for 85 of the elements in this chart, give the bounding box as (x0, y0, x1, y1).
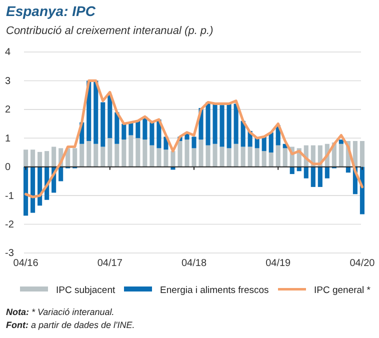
bar (58, 166, 64, 182)
bar (360, 141, 364, 167)
y-tick-label: -2 (5, 219, 14, 230)
bar (220, 146, 224, 167)
bar (136, 120, 140, 138)
chart-subtitle: Contribució al creixement interanual (p. p.) (6, 25, 214, 37)
bar (324, 166, 330, 178)
y-tick-label: 4 (5, 47, 11, 58)
bar (30, 166, 36, 213)
text: Nota: * Variació interanual. (6, 307, 114, 317)
x-tick-label: 04/19 (266, 258, 292, 270)
bar (156, 148, 162, 167)
bar (80, 144, 84, 167)
x-tick-label: 04/18 (181, 258, 207, 270)
bar (94, 80, 98, 144)
bar (136, 138, 140, 167)
legend-label: IPC subjacent (56, 285, 116, 296)
bar (318, 166, 322, 187)
bar (338, 140, 344, 144)
bar (150, 120, 154, 146)
bar (142, 140, 148, 167)
bar (304, 166, 308, 178)
bar (262, 136, 266, 152)
bar (206, 102, 210, 146)
bar (170, 151, 176, 167)
bar (86, 141, 92, 167)
bar (30, 150, 36, 167)
bar (178, 141, 182, 167)
bar (282, 148, 288, 167)
bar (24, 166, 28, 216)
bar (234, 144, 238, 167)
bar (192, 136, 196, 148)
bar (114, 112, 120, 144)
bar (100, 146, 106, 167)
text: Font: a partir de dades de l'INE. (6, 320, 135, 330)
bar (128, 122, 134, 136)
bar (198, 140, 204, 167)
bar (114, 144, 120, 167)
bar (240, 146, 246, 167)
x-tick-label: 04/16 (13, 258, 39, 270)
bar (352, 141, 358, 167)
bar (122, 140, 126, 167)
line-series (24, 79, 364, 198)
bar (72, 148, 78, 167)
bar (226, 148, 232, 167)
bar (122, 124, 126, 140)
bar (38, 152, 42, 167)
bar (94, 144, 98, 167)
y-tick-label: 0 (5, 162, 11, 174)
bar (184, 134, 190, 140)
bar (262, 151, 266, 167)
y-tick-label: -3 (5, 248, 14, 260)
bar (164, 150, 168, 167)
bar (44, 151, 50, 167)
bar (268, 152, 274, 167)
bar (268, 132, 274, 152)
bar (234, 104, 238, 144)
x-tick-label: 04/20 (350, 258, 376, 270)
bar (212, 104, 218, 144)
bar (276, 145, 280, 167)
bar (212, 144, 218, 167)
bar (128, 135, 134, 167)
y-tick-label: 1 (5, 133, 11, 144)
legend-label: Energia i aliments frescos (160, 285, 270, 296)
bar (52, 146, 56, 167)
bar (108, 138, 112, 167)
bar (100, 102, 106, 147)
chart-title: Espanya: IPC (6, 3, 96, 19)
bar (108, 95, 112, 138)
bar (310, 166, 316, 187)
y-tick-label: -1 (5, 190, 14, 202)
bar (184, 140, 190, 167)
x-tick-label: 04/17 (97, 258, 123, 270)
bar (226, 104, 232, 148)
bar (150, 145, 154, 167)
y-tick-label: 2 (5, 104, 11, 116)
y-tick-label: 3 (5, 76, 11, 87)
bar (254, 148, 260, 167)
legend-label: IPC general * (314, 285, 371, 296)
bar (24, 150, 28, 167)
bar (206, 145, 210, 167)
bar (338, 144, 344, 167)
bar (192, 148, 196, 167)
bar (248, 146, 252, 167)
bar (220, 105, 224, 147)
